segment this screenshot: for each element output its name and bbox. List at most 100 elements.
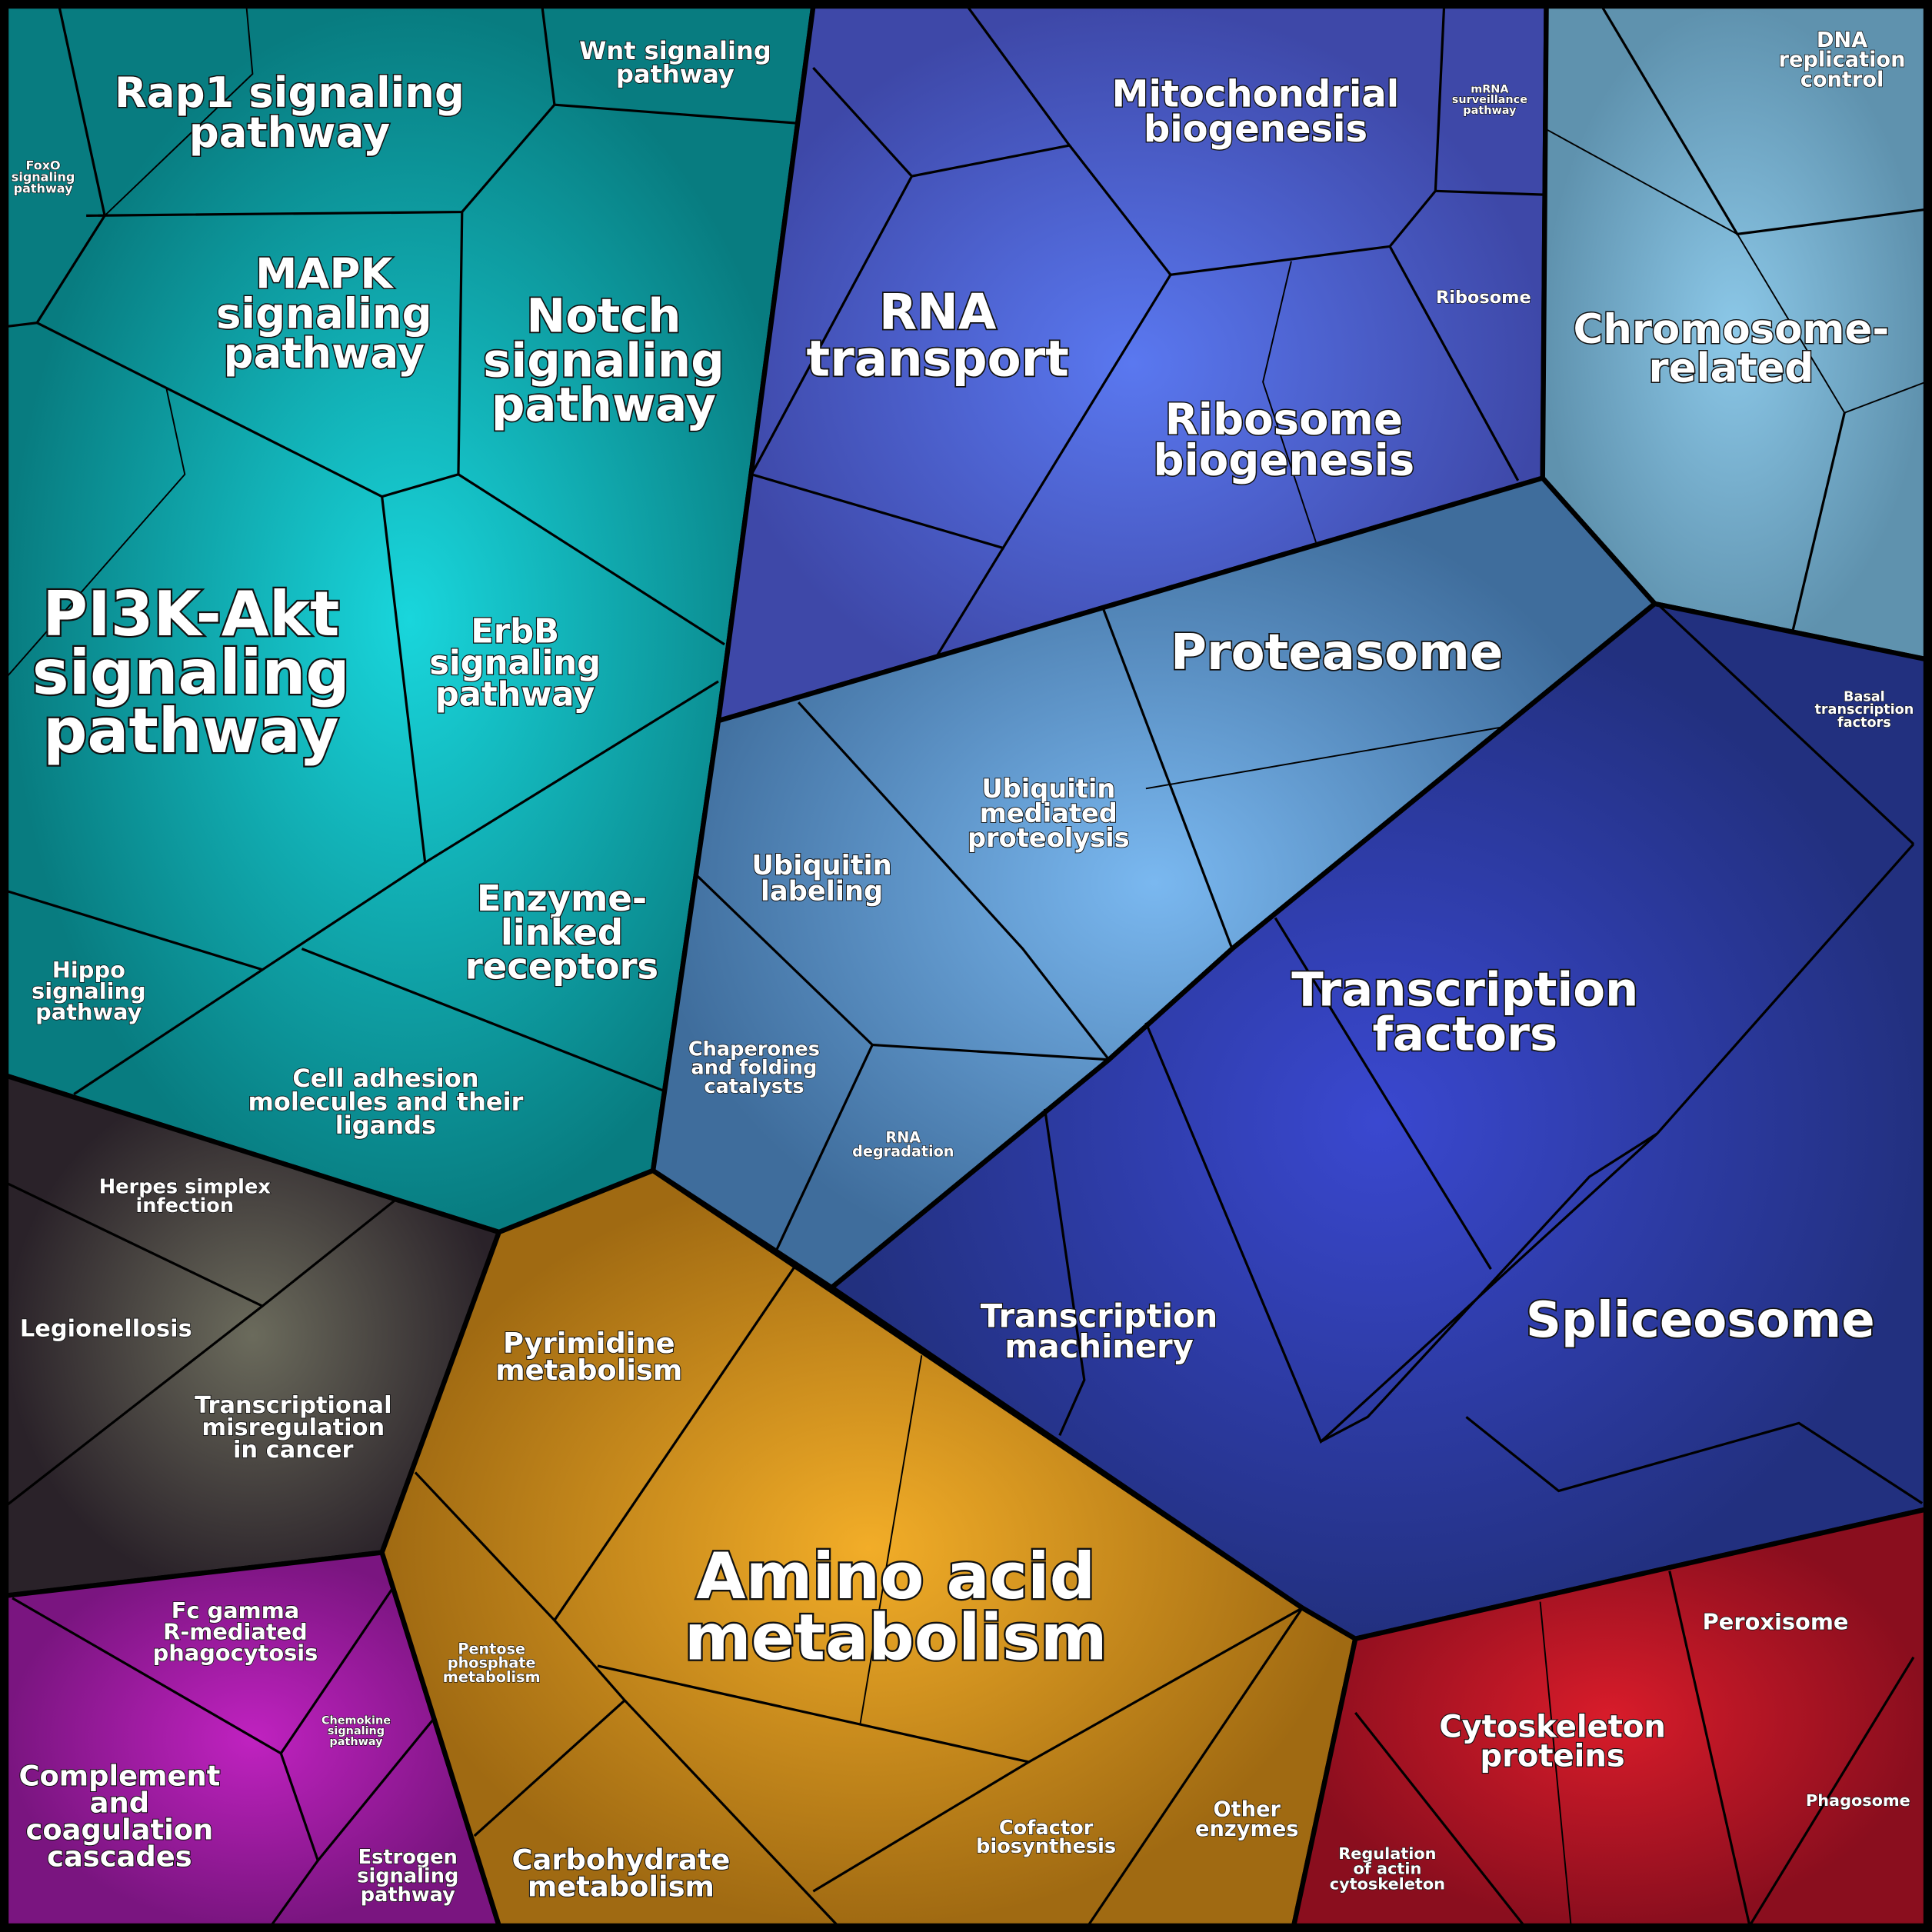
label-line: enzymes: [1195, 1817, 1298, 1841]
label-cyto[interactable]: Cytoskeleton proteins: [1438, 1708, 1667, 1774]
label-line: cascades: [47, 1840, 192, 1873]
label-line: labeling: [761, 875, 883, 907]
label-mito[interactable]: Mitochondrial biogenesis: [1111, 72, 1400, 152]
label-line: biogenesis: [1144, 108, 1367, 151]
label-line: Phagosome: [1806, 1791, 1910, 1810]
label-line: Rap1 signaling: [115, 68, 465, 117]
label-line: mRNA: [1471, 83, 1509, 95]
label-line: Chaperones: [688, 1038, 820, 1061]
cell-borders: [5, 5, 1927, 1930]
label-foxo[interactable]: FoxO signaling pathway: [11, 158, 75, 197]
label-line: Legionellosis: [20, 1316, 192, 1343]
label-line: ErbB: [471, 612, 559, 651]
label-line: Cofactor: [999, 1817, 1094, 1840]
label-line: signaling: [216, 288, 432, 338]
label-ubmed[interactable]: Ubiquitin mediated proteolysis: [967, 773, 1131, 854]
label-line: molecules and their: [248, 1087, 523, 1116]
label-ublab[interactable]: Ubiquitin labeling: [751, 849, 892, 908]
label-line: FoxO: [25, 158, 60, 172]
label-line: pathway: [224, 328, 425, 378]
label-line: pathway: [616, 59, 734, 88]
label-line: and folding: [691, 1057, 817, 1080]
label-line: Transcription: [981, 1297, 1218, 1335]
label-line: Hippo: [52, 957, 125, 983]
label-fcgamma[interactable]: Fc gamma R-mediated phagocytosis: [152, 1597, 318, 1666]
label-celladh[interactable]: Cell adhesion molecules and their ligands: [248, 1063, 525, 1141]
label-basal[interactable]: Basal transcription factors: [1814, 689, 1914, 731]
label-line: Pyrimidine: [503, 1327, 675, 1360]
label-line: biosynthesis: [976, 1835, 1116, 1858]
label-line: pathway: [361, 1884, 455, 1907]
label-line: metabolism: [528, 1870, 715, 1903]
label-actin[interactable]: Regulation of actin cytoskeleton: [1329, 1844, 1446, 1894]
label-line: Herpes simplex: [99, 1176, 271, 1199]
label-line: Enzyme-: [477, 878, 647, 919]
label-line: Spliceosome: [1526, 1292, 1875, 1349]
label-mapk[interactable]: MAPK signaling pathway: [215, 248, 433, 379]
label-chromo[interactable]: Chromosome-related: [1572, 305, 1890, 393]
label-line: Ribosome: [1436, 288, 1531, 308]
label-other[interactable]: Other enzymes: [1194, 1797, 1299, 1842]
label-rnatrans[interactable]: RNA transport: [805, 283, 1071, 389]
label-dna[interactable]: DNA replication control: [1778, 28, 1906, 92]
label-line: pathway: [189, 108, 390, 157]
label-chemokine[interactable]: Chemokine signaling pathway: [321, 1714, 391, 1749]
label-tf[interactable]: Transcription factors: [1291, 961, 1640, 1063]
label-line: Mitochondrial: [1112, 73, 1400, 116]
label-line: Peroxisome: [1703, 1608, 1849, 1634]
label-tmach[interactable]: Transcription machinery: [980, 1296, 1219, 1366]
label-line: proteins: [1480, 1739, 1624, 1774]
label-estrogen[interactable]: Estrogen signaling pathway: [357, 1846, 460, 1907]
label-mrna[interactable]: mRNA surveillance pathway: [1451, 83, 1528, 118]
label-line: infection: [135, 1194, 234, 1217]
label-carbo[interactable]: Carbohydrate metabolism: [511, 1842, 731, 1904]
label-line: pathway: [43, 695, 338, 767]
label-proteasome[interactable]: Proteasome: [1169, 623, 1504, 683]
label-line: signaling: [12, 170, 75, 185]
label-line: Carbohydrate: [511, 1843, 730, 1876]
label-ribobio[interactable]: Ribosome biogenesis: [1152, 394, 1416, 487]
label-line: signaling: [32, 978, 146, 1004]
label-rap1[interactable]: Rap1 signaling pathway: [113, 67, 465, 158]
label-line: signaling: [357, 1865, 458, 1888]
label-pi3k[interactable]: PI3K-Akt signaling pathway: [31, 577, 351, 769]
label-line: catalysts: [704, 1075, 804, 1098]
label-erbb[interactable]: ErbB signaling pathway: [428, 611, 601, 715]
label-enzyme[interactable]: Enzyme-linked receptors: [465, 877, 660, 988]
label-wnt[interactable]: Wnt signaling pathway: [578, 35, 771, 89]
label-transmis[interactable]: Transcriptional misregulation in cancer: [194, 1391, 392, 1464]
label-line: MAPK: [255, 249, 394, 298]
label-line: phagocytosis: [153, 1640, 318, 1666]
label-phago[interactable]: Phagosome: [1805, 1790, 1910, 1810]
label-line: metabolism: [495, 1354, 682, 1387]
label-rnadeg[interactable]: RNA degradation: [851, 1128, 954, 1161]
label-ribosome[interactable]: Ribosome: [1435, 287, 1531, 308]
label-perox[interactable]: Peroxisome: [1702, 1608, 1849, 1636]
label-hippo[interactable]: Hippo signaling pathway: [31, 956, 146, 1025]
label-line: Wnt signaling: [579, 36, 771, 65]
label-line: RNA: [879, 285, 997, 341]
label-line: Regulation: [1338, 1844, 1436, 1863]
label-line: Amino acid: [696, 1539, 1095, 1614]
label-pyrimidine[interactable]: Pyrimidine metabolism: [495, 1326, 683, 1387]
label-chap[interactable]: Chaperones and folding catalysts: [688, 1038, 821, 1099]
label-splice[interactable]: Spliceosome: [1524, 1291, 1876, 1351]
label-line: Fc gamma: [172, 1597, 299, 1624]
label-line: R-mediated: [163, 1618, 308, 1644]
label-legion[interactable]: Legionellosis: [19, 1315, 193, 1344]
label-line: pathway: [1463, 105, 1517, 117]
label-cofactor[interactable]: Cofactor biosynthesis: [975, 1816, 1117, 1859]
label-line: phosphate: [448, 1654, 536, 1672]
label-line: Ubiquitin: [751, 850, 891, 881]
label-pentose[interactable]: Pentose phosphate metabolism: [442, 1640, 541, 1687]
label-amino[interactable]: Amino acid metabolism: [683, 1537, 1109, 1677]
label-line: Chemokine: [321, 1714, 391, 1727]
label-line: surveillance: [1452, 94, 1527, 106]
label-herpes[interactable]: Herpes simplex infection: [98, 1175, 271, 1218]
label-line: and: [90, 1786, 149, 1819]
label-line: Other: [1214, 1797, 1281, 1821]
label-complement[interactable]: Complement and coagulation cascades: [18, 1758, 221, 1874]
label-line: Transcriptional: [195, 1392, 391, 1419]
label-notch[interactable]: Notch signaling pathway: [481, 288, 725, 434]
